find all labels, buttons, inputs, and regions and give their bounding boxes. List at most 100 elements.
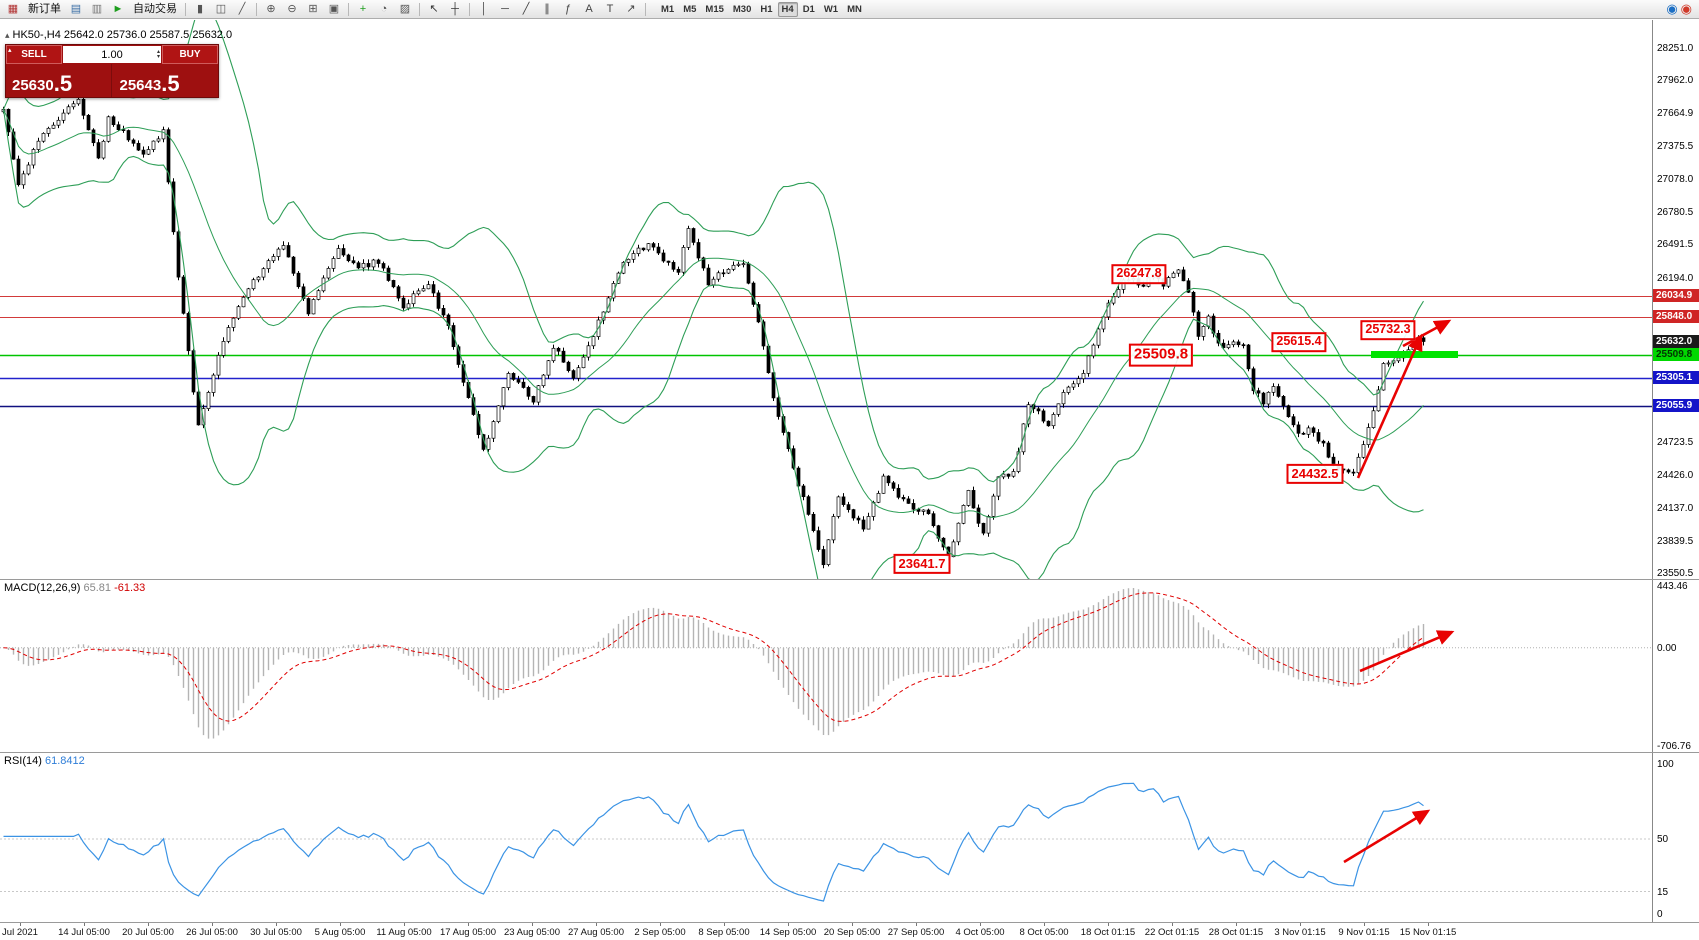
charts-icon[interactable]: ▤: [70, 2, 82, 15]
time-tick: [1108, 923, 1109, 926]
time-axis-label: 5 Aug 05:00: [314, 927, 366, 938]
price-axis-label: 27375.5: [1657, 140, 1694, 152]
timeframe-button-w1[interactable]: W1: [823, 3, 839, 15]
volume-input[interactable]: 1.00 ▴ ▾: [63, 46, 161, 63]
candlestick-icon[interactable]: ◫: [215, 2, 227, 15]
pane-separator[interactable]: [0, 922, 1699, 923]
price-axis-tag: 26034.9: [1653, 289, 1699, 303]
chart-ohlc-text: HK50-,H4 25642.0 25736.0 25587.5 25632.0: [12, 29, 233, 41]
main-chart-pane[interactable]: ▴ HK50-,H4 25642.0 25736.0 25587.5 25632.…: [0, 20, 1652, 579]
toolbar-separator: [348, 2, 349, 16]
volume-value: 1.00: [101, 48, 123, 61]
chart-window: ▴ HK50-,H4 25642.0 25736.0 25587.5 25632.…: [0, 20, 1699, 940]
price-axis-label: 26194.0: [1657, 272, 1694, 284]
time-axis-label: 30 Jul 05:00: [250, 927, 302, 938]
fibonacci-icon[interactable]: ƒ: [564, 2, 572, 15]
sell-button[interactable]: SELL: [6, 45, 62, 64]
tile-windows-icon[interactable]: ⊞: [308, 2, 318, 15]
period-icon[interactable]: ◔: [380, 2, 388, 15]
pane-separator[interactable]: [0, 579, 1699, 580]
spinner-up-icon[interactable]: ▴: [156, 48, 160, 55]
spinner-down-icon[interactable]: ▾: [156, 53, 160, 60]
buy-button[interactable]: BUY: [162, 45, 218, 64]
time-tick: [84, 923, 85, 926]
trendline-icon[interactable]: ╱: [522, 2, 530, 15]
zoom-out-icon[interactable]: ⊖: [287, 2, 297, 15]
candle-wicks: [3, 96, 1424, 569]
cursor-icon[interactable]: ↖: [429, 2, 439, 15]
timeframe-button-h4[interactable]: H4: [777, 1, 798, 17]
buy-price[interactable]: 25643.5: [110, 64, 219, 97]
zoom-in-icon[interactable]: ⊕: [266, 2, 276, 15]
price-axis-tag: 25305.1: [1653, 371, 1699, 384]
news-icon[interactable]: ◉: [1680, 1, 1692, 16]
horizontal-line-icon[interactable]: ─: [501, 2, 509, 15]
sell-price[interactable]: 25630.5: [12, 71, 73, 96]
trade-panel-collapse-icon[interactable]: ▴: [8, 47, 12, 54]
price-annotation: 26247.8: [1111, 264, 1167, 284]
time-tick: [404, 923, 405, 926]
profiles-icon[interactable]: ▥: [91, 2, 103, 15]
line-chart-icon[interactable]: ╱: [238, 2, 246, 15]
text-icon[interactable]: A: [585, 2, 593, 15]
rsi-plot[interactable]: [0, 753, 1652, 922]
toolbar-items: ▦ 新订单 ▤ ▥ ► 自动交易 ▮ ◫ ╱ ⊕ ⊖ ⊞ ▣ + ◔ ▨ ↖ ┼ │ ─ ╱ ∥ ƒ A T ↗: [3, 2, 649, 17]
autotrade-button[interactable]: 自动交易: [133, 2, 177, 15]
timeframe-button-m1[interactable]: M1: [661, 3, 675, 15]
timeframe-button-h1[interactable]: H1: [760, 3, 773, 15]
bollinger-lower: [2, 109, 1424, 579]
price-annotation: 23641.7: [893, 553, 951, 575]
timeframe-button-mn[interactable]: MN: [847, 3, 862, 15]
time-tick: [468, 923, 469, 926]
time-axis-label: 3 Nov 01:15: [1274, 927, 1326, 938]
macd-plot[interactable]: [0, 580, 1652, 752]
price-axis-label: 26491.5: [1657, 239, 1694, 251]
autotrade-icon[interactable]: ►: [112, 2, 124, 15]
macd-pane[interactable]: MACD(12,26,9) 65.81 -61.33: [0, 580, 1652, 752]
time-axis-label: 14 Sep 05:00: [759, 927, 817, 938]
chart-ohlc-header: ▴ HK50-,H4 25642.0 25736.0 25587.5 25632.…: [5, 29, 232, 41]
price-axis[interactable]: 28251.0 27962.0 27664.9 27375.5 27078.0 26780…: [1652, 20, 1699, 922]
new-order-button[interactable]: 新订单: [28, 2, 61, 15]
timeframe-button-m5[interactable]: M5: [683, 3, 697, 15]
time-tick: [212, 923, 213, 926]
bar-chart-icon[interactable]: ▮: [196, 2, 204, 15]
time-axis-label: 20 Jul 05:00: [122, 927, 174, 938]
pane-separator[interactable]: [0, 752, 1699, 753]
toolbar-separator: [185, 2, 186, 16]
time-axis-label: 9 Nov 01:15: [1338, 927, 1390, 938]
timeframe-button-m30[interactable]: M30: [732, 3, 752, 15]
price-axis-label: 27962.0: [1657, 74, 1694, 86]
label-icon[interactable]: T: [606, 2, 614, 15]
volume-spinner[interactable]: ▴ ▾: [157, 46, 160, 63]
time-axis-label: 20 Sep 05:00: [823, 927, 881, 938]
main-chart-plot[interactable]: [0, 20, 1652, 579]
time-axis-label: 14 Jul 05:00: [58, 927, 110, 938]
arrows-tool-icon[interactable]: ↗: [626, 2, 636, 15]
time-tick: [1236, 923, 1237, 926]
bollinger-upper: [2, 20, 1424, 483]
timeframe-button-m15[interactable]: M15: [705, 3, 724, 15]
add-indicator-icon[interactable]: +: [359, 2, 367, 15]
time-axis-label: 27 Aug 05:00: [568, 927, 624, 938]
rsi-pane[interactable]: RSI(14) 61.8412: [0, 753, 1652, 922]
time-tick: [20, 923, 21, 926]
time-tick: [660, 923, 661, 926]
timeframe-button-d1[interactable]: D1: [802, 3, 815, 15]
time-tick: [276, 923, 277, 926]
time-axis-label: 18 Oct 01:15: [1080, 927, 1136, 938]
community-icon[interactable]: ◉: [1666, 1, 1678, 16]
crosshair-icon[interactable]: ┼: [451, 2, 459, 15]
auto-arrange-icon[interactable]: ▣: [328, 2, 340, 15]
template-icon[interactable]: ▨: [399, 2, 411, 15]
time-axis[interactable]: Jul 2021 14 Jul 05:00 20 Jul 05:00 26 Jul 0…: [0, 923, 1699, 940]
new-order-icon[interactable]: ▦: [7, 2, 19, 15]
channel-icon[interactable]: ∥: [544, 2, 550, 15]
one-click-trading-panel[interactable]: ▴ SELL 1.00 ▴ ▾ BUY 25630.5 25643.5: [5, 44, 219, 98]
time-axis-label: 15 Nov 01:15: [1399, 927, 1457, 938]
time-tick: [532, 923, 533, 926]
price-annotation: 25615.4: [1271, 332, 1327, 352]
vertical-line-icon[interactable]: │: [480, 2, 488, 15]
time-axis-label: 27 Sep 05:00: [887, 927, 945, 938]
price-axis-label: 24426.0: [1657, 470, 1694, 482]
